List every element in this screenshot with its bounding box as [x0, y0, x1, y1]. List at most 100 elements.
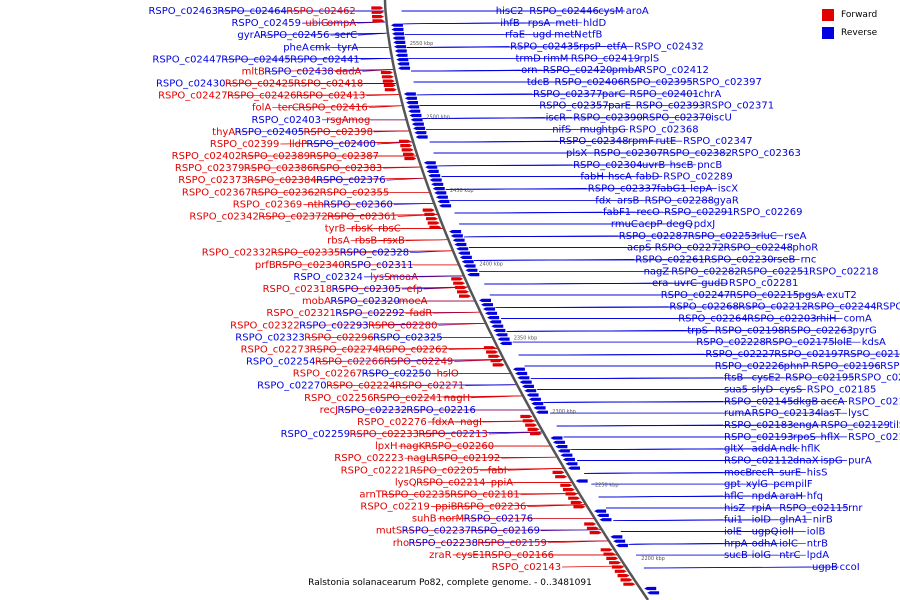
forward-gene-feature: [400, 144, 413, 148]
gene-label: hldD: [583, 18, 606, 29]
gene-label: RSPO_c02228: [696, 337, 766, 348]
reverse-gene-feature: [411, 122, 424, 126]
reverse-gene-feature: [531, 402, 544, 406]
gene-label: iolD: [752, 515, 772, 526]
scale-tick-label: 2500 kbp: [426, 115, 450, 121]
forward-gene-feature: [422, 208, 435, 212]
reverse-gene-feature: [415, 135, 428, 139]
gene-label: RSPO_c02241: [373, 393, 443, 404]
label-connector: [403, 529, 603, 532]
gene-label: lpxH: [375, 441, 398, 452]
gene-label: plsX: [566, 148, 587, 159]
gene-label: hscB: [670, 160, 694, 171]
gene-label: phoR: [792, 243, 818, 254]
reverse-gene-feature: [410, 118, 423, 122]
gene-label: RSPO_c02271: [395, 381, 465, 392]
reverse-gene-feature: [393, 40, 406, 44]
forward-gene-feature: [600, 548, 613, 552]
gene-label: ugpB: [812, 562, 838, 573]
gene-label: RSPO_c02193: [724, 432, 794, 443]
forward-gene-feature: [614, 569, 627, 573]
forward-gene-feature: [383, 83, 396, 87]
gene-label: RSPO_c02212: [738, 302, 808, 313]
gene-label: RSPO_c02393: [636, 101, 706, 112]
gene-label: ubiG: [305, 18, 328, 29]
gene-label: RSPO_c02175: [765, 337, 835, 348]
forward-gene-feature: [371, 6, 384, 10]
gene-label: RSPO_c02382: [663, 148, 733, 159]
forward-gene-feature: [492, 363, 505, 367]
gene-label: RSPO_c02293: [299, 320, 369, 331]
gene-label: etfA: [607, 42, 628, 53]
gene-label: gltX: [724, 444, 744, 455]
gene-label: RSPO_c02261: [635, 254, 705, 265]
gene-label: fdx: [595, 195, 611, 206]
gene-label: recJ: [320, 405, 339, 416]
gene-label: parC: [602, 89, 626, 100]
reverse-gene-feature: [394, 45, 407, 49]
gene-label: fdxA: [432, 417, 455, 428]
gene-label: lysS: [370, 272, 390, 283]
gene-label: lepA: [690, 183, 712, 194]
reverse-gene-feature: [437, 199, 450, 204]
gene-label: RSPO_c02287: [619, 231, 689, 242]
scale-tick-label: 2300 kbp: [552, 409, 576, 415]
gene-label: purA: [848, 456, 872, 467]
gene-label: RSPO_c02281: [729, 278, 799, 289]
gene-label: RSPO_c02219: [360, 502, 430, 513]
gene-label: RSPO_c02402: [172, 151, 242, 162]
reverse-gene-feature: [394, 49, 407, 53]
gene-label: lysQ: [395, 477, 417, 488]
gene-label: pheA: [283, 42, 309, 53]
gene-label: exuT2: [826, 290, 857, 301]
gene-label: hisS: [807, 467, 828, 478]
gene-label: RSPO_c02244: [807, 302, 877, 313]
gene-label: rutE: [656, 136, 677, 147]
gene-label: RSPO_c02416: [298, 103, 368, 114]
gene-label: RSPO_c02387: [309, 151, 379, 162]
gene-label: rseA: [784, 231, 806, 242]
gene-label: folA: [252, 103, 271, 114]
gene-label: RSPO_c02459: [231, 18, 301, 29]
gene-label: RSPO_c02456: [260, 30, 330, 41]
gene-label: cysM: [598, 6, 623, 17]
gene-label: chrA: [698, 89, 721, 100]
forward-gene-feature: [381, 75, 394, 79]
gene-label: RSPO_c02322: [230, 320, 300, 331]
gene-label: RSPO_c02248: [724, 243, 794, 254]
label-connector: [259, 214, 439, 217]
gene-label: rsgA: [326, 115, 349, 126]
reverse-gene-feature: [409, 113, 422, 118]
gene-label: nth: [307, 199, 324, 210]
gene-label: htpG: [602, 124, 626, 135]
forward-gene-feature: [620, 578, 633, 582]
gene-label: comA: [844, 314, 872, 325]
gene-label: mug: [580, 124, 602, 135]
gene-label: RSPO_c02276: [357, 417, 427, 428]
gene-label: RSPO_c02280: [368, 320, 438, 331]
gene-label: iolI: [779, 527, 794, 538]
forward-gene-feature: [555, 475, 568, 479]
forward-gene-feature: [603, 552, 616, 556]
gene-label: RSPO_c02328: [340, 248, 410, 259]
gene-label: rpiA: [752, 503, 772, 514]
label-connector: [333, 286, 470, 290]
label-connector: [336, 311, 481, 314]
gene-label: RSPO_c02224: [326, 381, 396, 392]
gene-label: engA: [793, 420, 819, 431]
gene-label: nifS: [552, 124, 571, 135]
gene-label: RSPO_c02340: [275, 260, 345, 271]
gene-label: RSPO_c02403: [251, 115, 321, 126]
gene-label: phnP: [784, 361, 809, 372]
forward-gene-feature: [380, 70, 393, 75]
label-connector: [245, 166, 421, 169]
label-connector: [556, 424, 889, 427]
label-connector: [261, 32, 387, 36]
reverse-gene-feature: [535, 410, 548, 414]
gene-label: RSPO_c02318: [263, 284, 333, 295]
reverse-gene-feature: [485, 311, 498, 315]
reverse-gene-feature: [392, 36, 405, 40]
gene-label: rumA: [724, 408, 751, 419]
gene-label: RSPO_c02305: [331, 284, 401, 295]
